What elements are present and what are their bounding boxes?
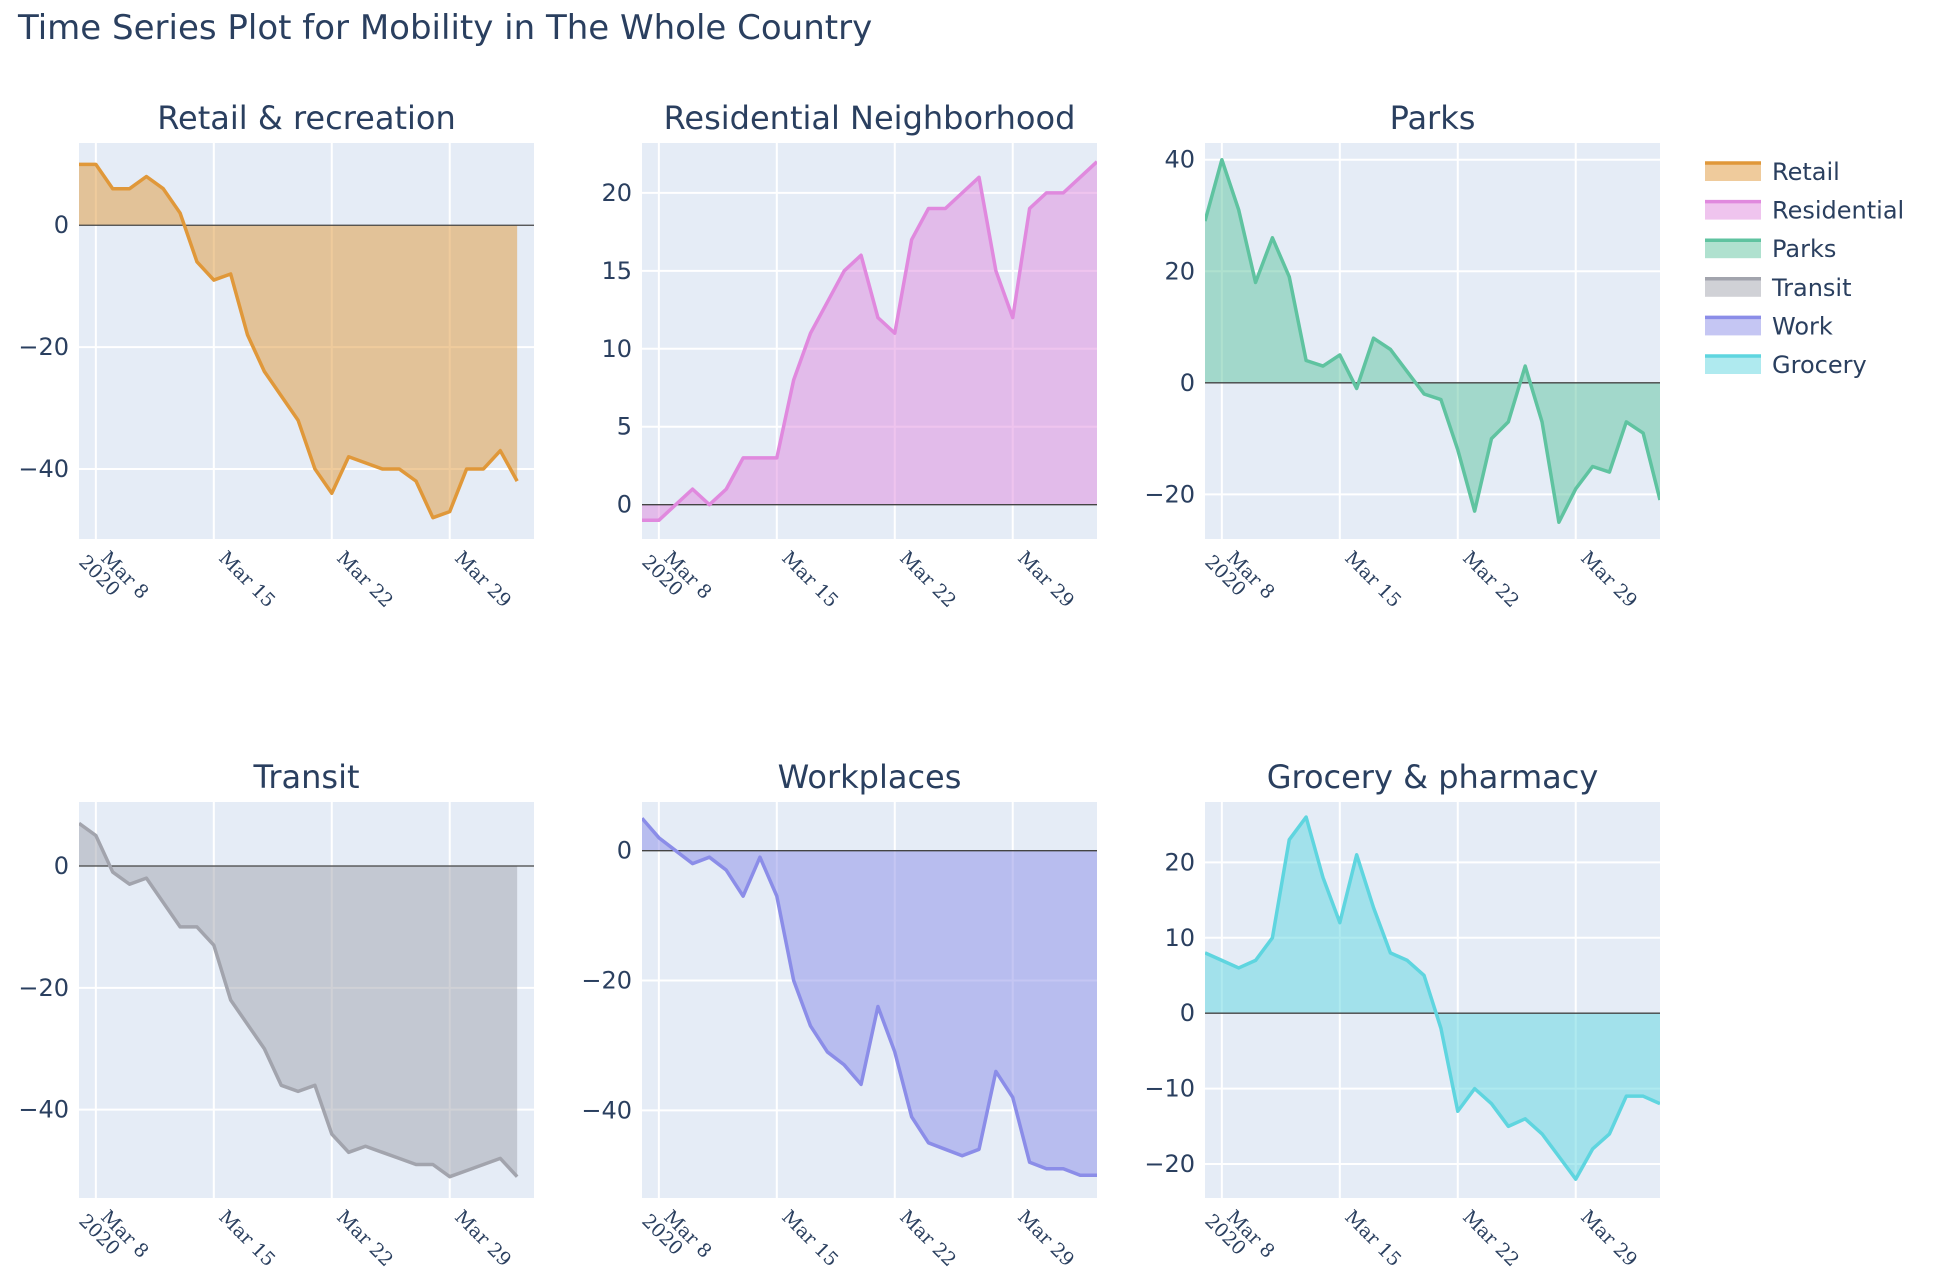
legend-label: Grocery: [1772, 351, 1867, 379]
legend-swatch: [1705, 163, 1761, 181]
legend-swatch: [1705, 240, 1761, 259]
x-tick-label: Mar 22: [1458, 1206, 1523, 1271]
legend-label: Parks: [1772, 235, 1836, 263]
x-tick-label: Mar 29: [450, 547, 515, 612]
subplot-title: Workplaces: [778, 758, 962, 796]
series-area: [1205, 159, 1660, 523]
legend-item[interactable]: Transit: [1705, 274, 1852, 302]
x-tick-label: Mar 22: [895, 1206, 960, 1271]
legend-item[interactable]: Residential: [1705, 197, 1904, 225]
y-tick-label: 20: [601, 179, 632, 207]
legend-item[interactable]: Grocery: [1705, 351, 1867, 379]
legend: Retail Residential Parks Transit Work Grocery: [1705, 158, 1904, 379]
y-tick-label: −20: [581, 967, 632, 995]
x-tick-label: Mar 29: [1013, 547, 1078, 612]
y-tick-label: −40: [581, 1096, 632, 1124]
x-tick-label: Mar 15: [1340, 1206, 1405, 1271]
legend-item[interactable]: Work: [1705, 312, 1833, 340]
x-tick-label: Mar 29: [450, 1206, 515, 1271]
series-line: [79, 821, 519, 1179]
y-tick-label: 10: [601, 335, 632, 363]
y-tick-label: 0: [617, 837, 632, 865]
legend-item[interactable]: Parks: [1705, 235, 1836, 263]
y-tick-label: 0: [54, 211, 69, 239]
y-tick-label: 5: [617, 413, 632, 441]
y-tick-label: −20: [18, 974, 69, 1002]
legend-swatch: [1705, 201, 1761, 220]
subplot-title: Parks: [1390, 99, 1476, 137]
legend-item[interactable]: Retail: [1705, 158, 1840, 186]
series-line: [642, 817, 1097, 1178]
x-tick-label: Mar 15: [214, 547, 279, 612]
subplot-title: Residential Neighborhood: [664, 99, 1076, 137]
legend-label: Retail: [1772, 158, 1840, 186]
series-area: [79, 823, 518, 1177]
y-tick-label: 10: [1164, 924, 1195, 952]
y-tick-label: 0: [1180, 369, 1195, 397]
x-tick-label: Mar 22: [895, 547, 960, 612]
y-tick-label: 20: [1164, 257, 1195, 285]
y-tick-label: 40: [1164, 146, 1195, 174]
legend-label: Work: [1772, 312, 1833, 340]
x-tick-label: Mar 15: [777, 1206, 842, 1271]
page-title: Time Series Plot for Mobility in The Who…: [18, 8, 873, 48]
subplot-title: Transit: [253, 758, 360, 796]
y-tick-label: 0: [617, 491, 632, 519]
y-tick-label: 0: [1180, 999, 1195, 1027]
x-tick-label: Mar 29: [1013, 1206, 1078, 1271]
series-line: [642, 160, 1097, 523]
legend-label: Residential: [1772, 197, 1904, 225]
x-tick-label: Mar 15: [1340, 547, 1405, 612]
legend-swatch: [1705, 356, 1761, 374]
series-area: [1205, 817, 1660, 1180]
x-tick-label: Mar 22: [332, 547, 397, 612]
x-tick-label: Mar 29: [1576, 547, 1641, 612]
series-line: [79, 162, 519, 520]
series-area: [642, 161, 1097, 521]
legend-label: Transit: [1771, 274, 1852, 302]
y-tick-label: 0: [54, 852, 69, 880]
x-tick-label: Mar 29: [1576, 1206, 1641, 1271]
x-tick-label: Mar 22: [332, 1206, 397, 1271]
y-tick-label: −40: [18, 1096, 69, 1124]
series-line: [1205, 815, 1660, 1181]
x-tick-label: Mar 15: [777, 547, 842, 612]
series-area: [79, 164, 518, 518]
series-area: [642, 818, 1097, 1176]
y-tick-label: −40: [18, 455, 69, 483]
series-line: [1205, 157, 1660, 525]
y-tick-label: −20: [1144, 1150, 1195, 1178]
subplot-title: Grocery & pharmacy: [1267, 758, 1599, 796]
legend-swatch: [1705, 317, 1761, 336]
subplot-title: Retail & recreation: [157, 99, 456, 137]
y-tick-label: 15: [601, 257, 632, 285]
y-tick-label: −10: [1144, 1075, 1195, 1103]
y-tick-label: −20: [18, 333, 69, 361]
legend-swatch: [1705, 278, 1761, 297]
y-tick-label: −20: [1144, 480, 1195, 508]
y-tick-label: 20: [1164, 848, 1195, 876]
x-tick-label: Mar 15: [214, 1206, 279, 1271]
x-tick-label: Mar 22: [1458, 547, 1523, 612]
